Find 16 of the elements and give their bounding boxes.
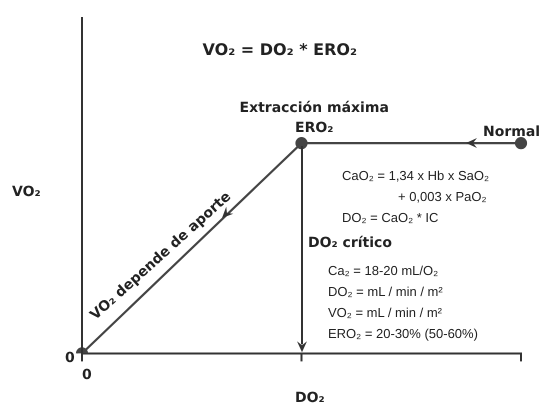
- annotation: CaO₂ = 1,34 x Hb x SaO₂: [342, 168, 490, 182]
- chart-title: VO₂ = DO₂ * ERO₂: [202, 40, 358, 59]
- annotation: DO₂ crítico: [308, 235, 392, 251]
- annotation: + 0,003 x PaO₂: [398, 188, 487, 204]
- text: 0: [65, 350, 75, 366]
- annotation: DO₂ = mL / min / m²: [328, 284, 443, 298]
- text: ERO₂: [295, 120, 334, 136]
- y-axis-title: VO₂: [12, 184, 41, 200]
- text: 0: [82, 367, 92, 383]
- annotation: ERO₂ = 20-30% (50-60%): [328, 326, 478, 340]
- annotation: VO₂ = mL / min / m²: [328, 304, 442, 320]
- x-axis-title: DO₂: [295, 390, 325, 406]
- annotation: Ca₂ = 18-20 mL/O₂: [328, 262, 438, 278]
- text: Extracción máxima: [240, 100, 389, 116]
- text: Normal: [483, 124, 540, 140]
- annotation: DO₂ = CaO₂ * IC: [342, 210, 438, 224]
